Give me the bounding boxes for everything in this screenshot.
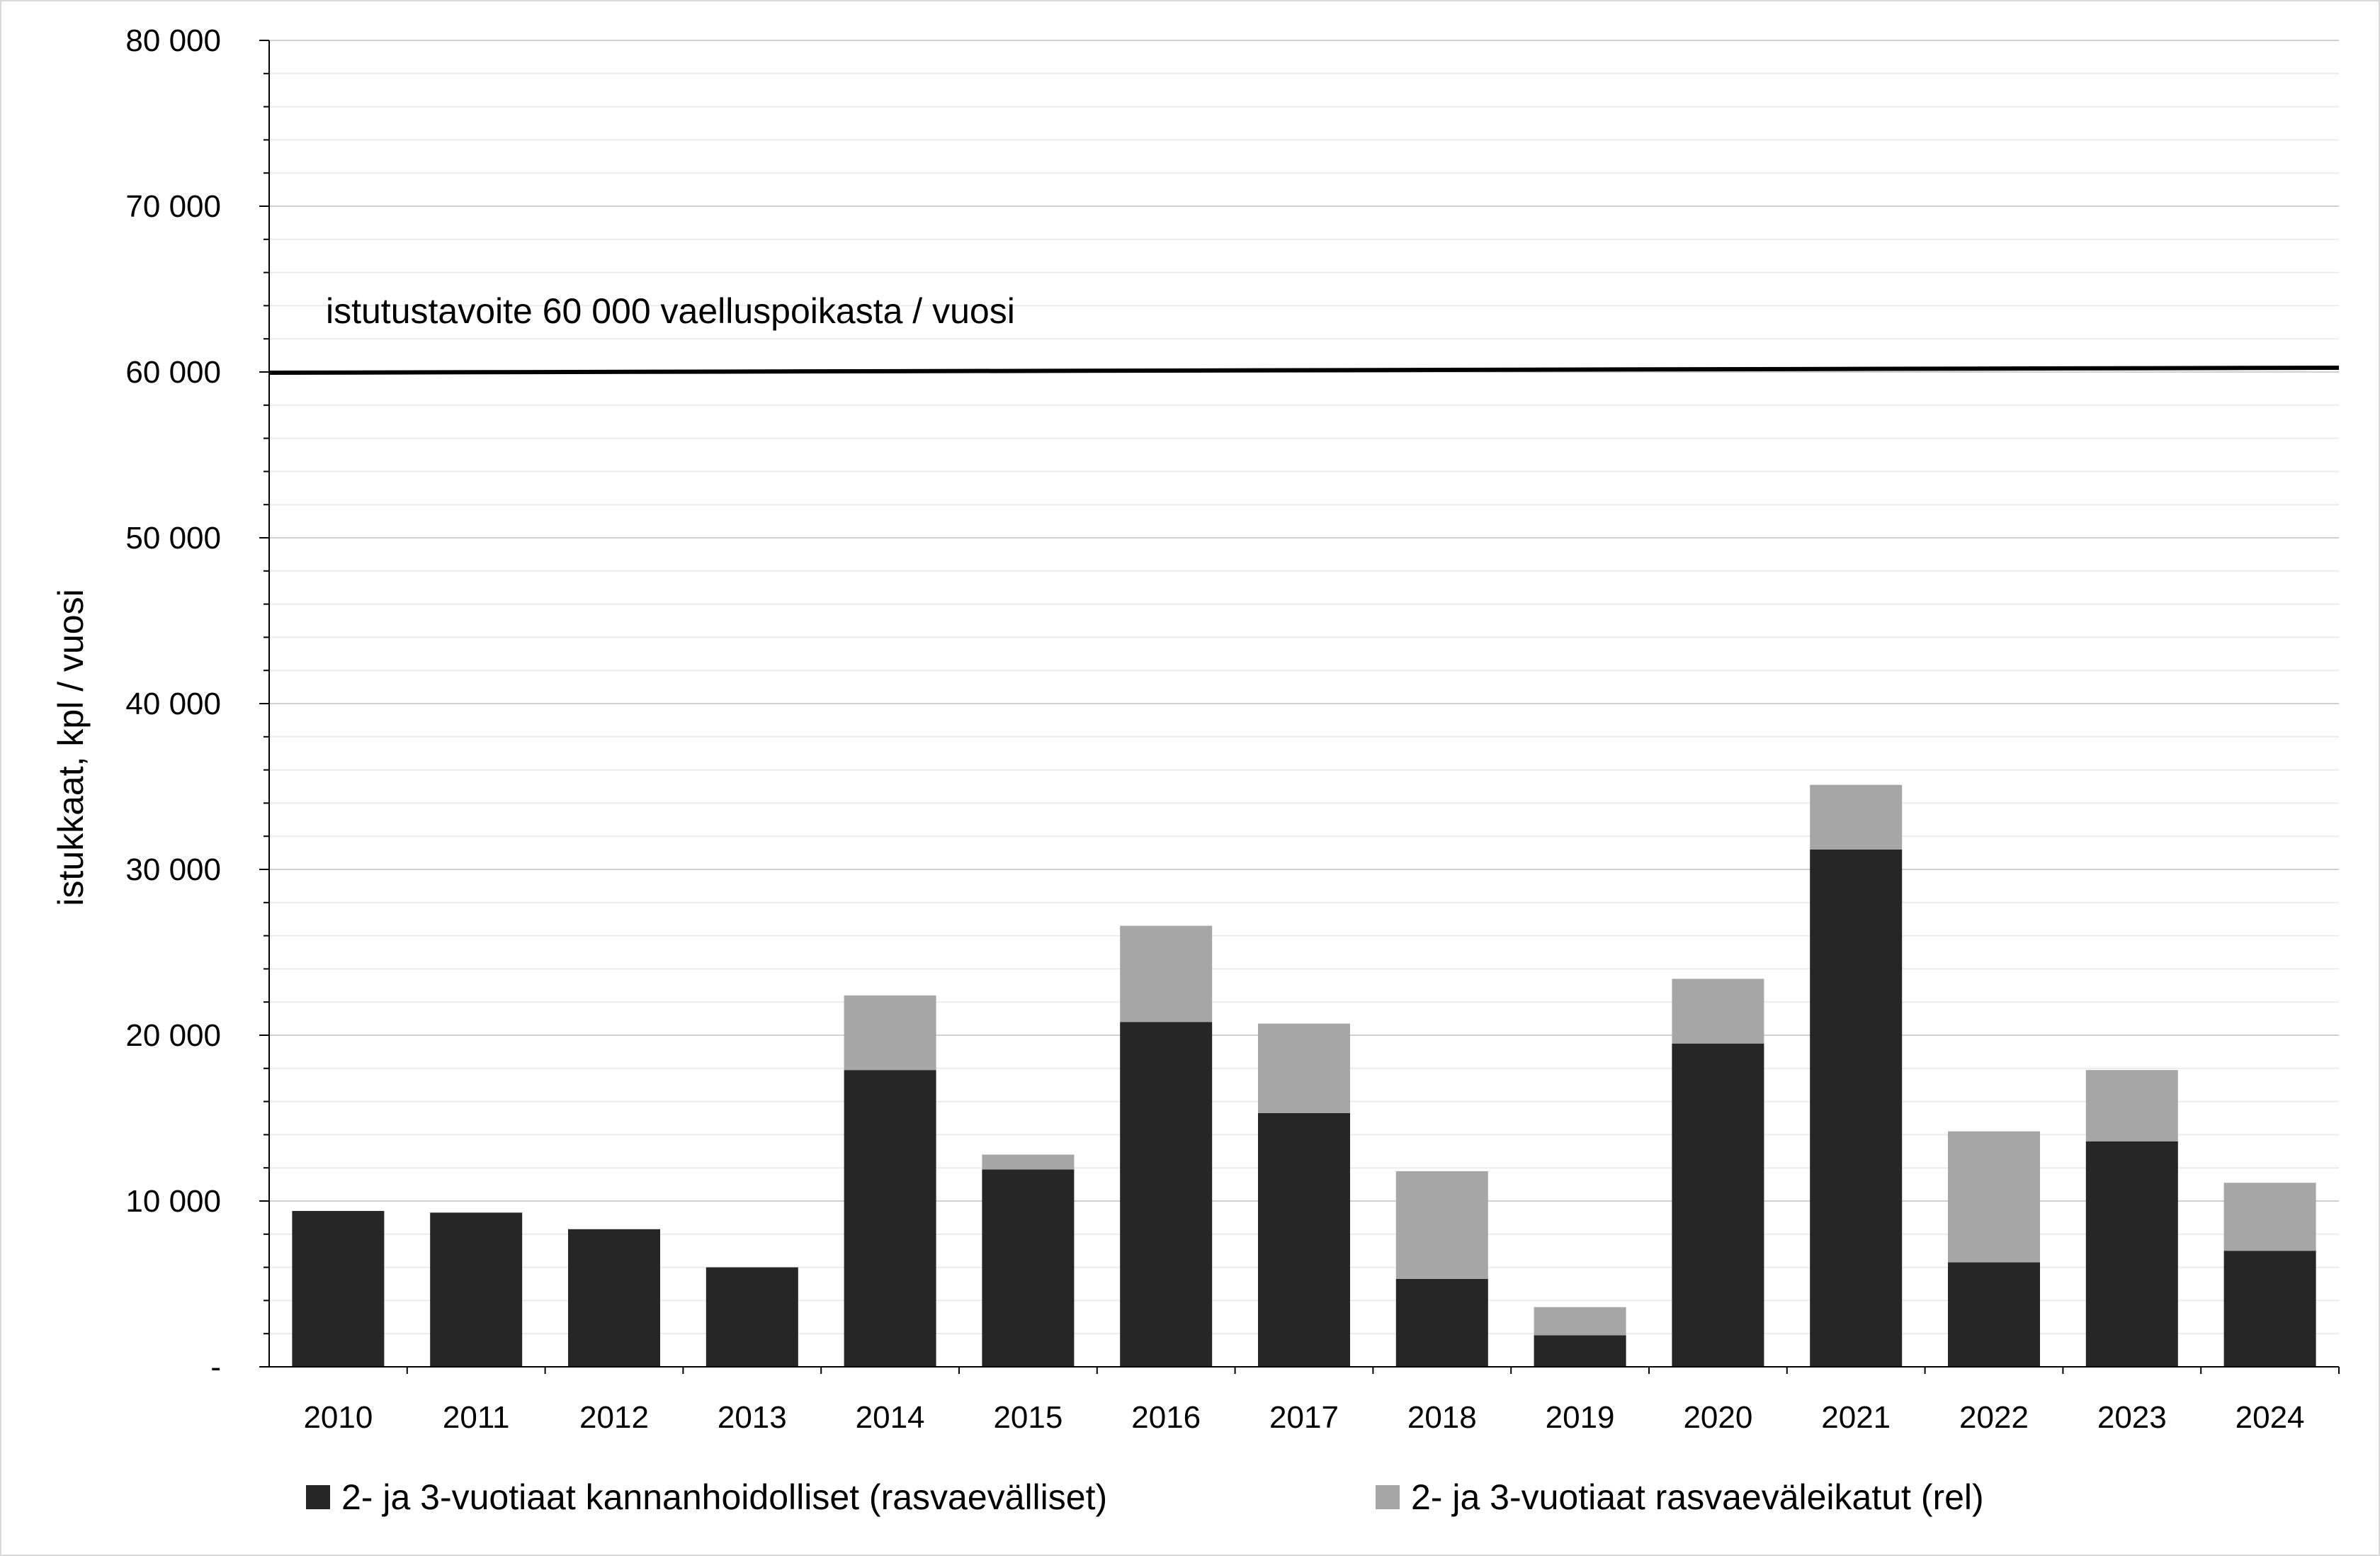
legend-swatch-rasvaevaleikatut	[1376, 1485, 1400, 1509]
bar-kannanhoidolliset-2019	[1534, 1335, 1626, 1367]
x-tick-label: 2015	[993, 1400, 1062, 1435]
bar-kannanhoidolliset-2011	[430, 1212, 523, 1367]
target-line	[268, 366, 2340, 375]
x-tick-label: 2010	[303, 1400, 373, 1435]
x-tick-label: 2011	[443, 1400, 510, 1435]
bar-rasvaevaleikatut-2018	[1395, 1171, 1488, 1279]
bar-rasvaevaleikatut-2022	[1948, 1131, 2040, 1263]
y-axis-label: istukkaat, kpl / vuosi	[51, 589, 91, 906]
reference-line-group	[268, 366, 2340, 375]
bar-kannanhoidolliset-2018	[1395, 1278, 1488, 1367]
y-tick-label: 20 000	[125, 1018, 221, 1053]
x-tick-label: 2022	[1959, 1400, 2029, 1435]
bar-rasvaevaleikatut-2021	[1810, 784, 1903, 850]
legend: 2- ja 3-vuotiaat kannanhoidolliset (rasv…	[306, 1477, 1984, 1517]
target-line-label: istutustavoite 60 000 vaelluspoikasta / …	[326, 291, 1015, 331]
y-tick-label: 40 000	[125, 687, 221, 721]
legend-swatch-kannanhoidolliset	[306, 1485, 330, 1509]
x-tick-label: 2024	[2236, 1400, 2305, 1435]
y-tick-label: 50 000	[125, 521, 221, 556]
bar-rasvaevaleikatut-2014	[844, 995, 936, 1071]
bar-rasvaevaleikatut-2020	[1672, 979, 1764, 1044]
y-tick-label: 10 000	[125, 1184, 221, 1219]
bar-rasvaevaleikatut-2023	[2085, 1070, 2178, 1141]
x-tick-label: 2012	[579, 1400, 649, 1435]
bar-kannanhoidolliset-2014	[844, 1070, 936, 1367]
x-tick-label: 2023	[2097, 1400, 2167, 1435]
x-tick-label: 2017	[1269, 1400, 1339, 1435]
x-tick-label: 2016	[1131, 1400, 1201, 1435]
bar-kannanhoidolliset-2017	[1258, 1112, 1350, 1367]
bars	[292, 784, 2316, 1367]
axes: - 10 000 20 000 30 000 40 000 50 000 60 000 70 …	[125, 23, 2340, 1435]
bar-rasvaevaleikatut-2017	[1258, 1023, 1350, 1113]
bar-rasvaevaleikatut-2019	[1534, 1307, 1626, 1336]
x-tick-label: 2014	[856, 1400, 925, 1435]
bar-kannanhoidolliset-2021	[1810, 849, 1903, 1367]
bar-kannanhoidolliset-2012	[568, 1229, 660, 1367]
legend-label-kannanhoidolliset: 2- ja 3-vuotiaat kannanhoidolliset (rasv…	[341, 1477, 1107, 1517]
x-tick-label: 2018	[1407, 1400, 1477, 1435]
y-tick-label: 30 000	[125, 852, 221, 887]
bar-rasvaevaleikatut-2016	[1120, 925, 1213, 1022]
x-tick-label: 2019	[1546, 1400, 1615, 1435]
x-tick-label: 2021	[1821, 1400, 1891, 1435]
bar-rasvaevaleikatut-2015	[982, 1154, 1075, 1170]
y-tick-label: 60 000	[125, 355, 221, 390]
y-tick-label: 70 000	[125, 189, 221, 224]
bar-kannanhoidolliset-2020	[1672, 1043, 1764, 1367]
bar-kannanhoidolliset-2022	[1948, 1262, 2040, 1367]
bar-kannanhoidolliset-2016	[1120, 1022, 1213, 1367]
bar-kannanhoidolliset-2015	[982, 1169, 1075, 1367]
x-tick-label: 2013	[718, 1400, 787, 1435]
bar-kannanhoidolliset-2013	[706, 1267, 798, 1367]
legend-label-rasvaevaleikatut: 2- ja 3-vuotiaat rasvaeväleikatut (rel)	[1411, 1477, 1984, 1517]
bar-rasvaevaleikatut-2024	[2223, 1183, 2316, 1251]
x-tick-label: 2020	[1683, 1400, 1752, 1435]
y-tick-label: 80 000	[125, 23, 221, 58]
bar-kannanhoidolliset-2024	[2223, 1251, 2316, 1367]
bar-kannanhoidolliset-2023	[2085, 1141, 2178, 1367]
bar-kannanhoidolliset-2010	[292, 1211, 385, 1367]
y-tick-label: -	[210, 1350, 221, 1385]
